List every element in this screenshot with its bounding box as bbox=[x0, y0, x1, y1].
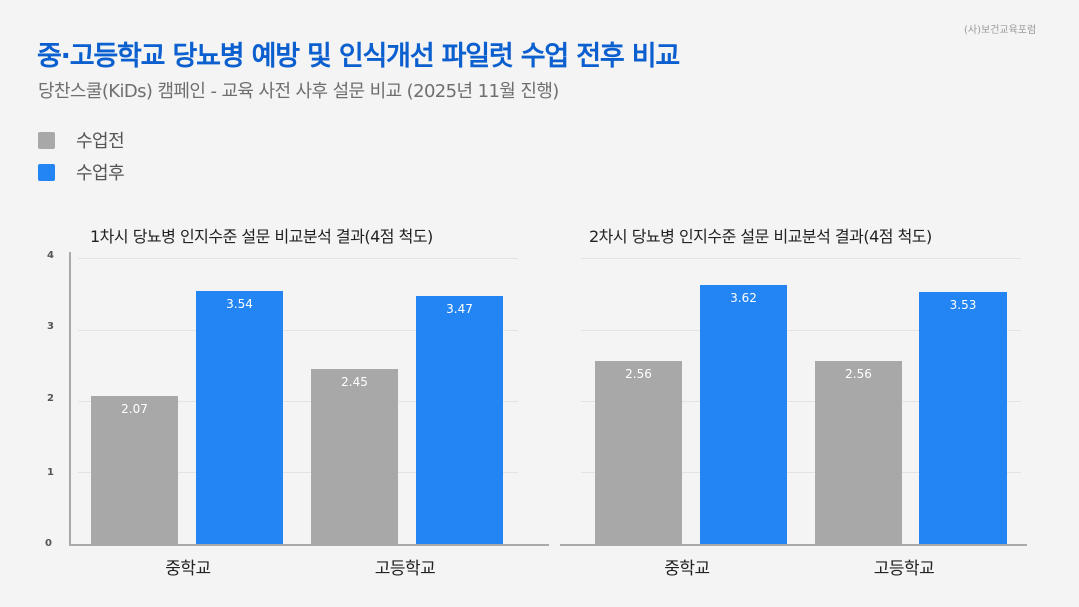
gridline-3 bbox=[78, 330, 518, 331]
gridline-1 bbox=[581, 472, 1021, 473]
bar-value-label: 2.56 bbox=[845, 367, 872, 381]
gridline-4 bbox=[581, 258, 1021, 259]
chart-1-title: 1차시 당뇨병 인지수준 설문 비교분석 결과(4점 척도) bbox=[90, 227, 433, 246]
bar-chart2-middle-after: 3.62 bbox=[700, 285, 787, 544]
legend: 수업전 수업후 bbox=[38, 124, 125, 188]
gridline-2 bbox=[78, 401, 518, 402]
bar-value-label: 3.47 bbox=[446, 302, 473, 316]
y-axis bbox=[69, 252, 71, 546]
gridline-3 bbox=[581, 330, 1021, 331]
x-category-high: 고등학교 bbox=[873, 559, 935, 579]
bar-value-label: 2.07 bbox=[121, 402, 148, 416]
y-tick-4: 4 bbox=[47, 250, 54, 261]
bar-chart1-middle-after: 3.54 bbox=[196, 291, 283, 544]
bar-value-label: 2.45 bbox=[341, 375, 368, 389]
y-tick-1: 1 bbox=[47, 467, 54, 478]
bar-chart2-middle-before: 2.56 bbox=[595, 361, 682, 544]
x-axis bbox=[69, 544, 549, 546]
legend-label-before: 수업전 bbox=[76, 131, 125, 152]
bar-value-label: 3.62 bbox=[730, 291, 757, 305]
x-category-middle: 중학교 bbox=[165, 559, 211, 579]
bar-chart2-high-after: 3.53 bbox=[919, 292, 1007, 544]
gridline-4 bbox=[78, 258, 518, 259]
page-subtitle: 당찬스쿨(KiDs) 캠페인 - 교육 사전 사후 설문 비교 (2025년 1… bbox=[38, 81, 559, 102]
chart-2-title: 2차시 당뇨병 인지수준 설문 비교분석 결과(4점 척도) bbox=[589, 227, 932, 246]
bar-chart1-middle-before: 2.07 bbox=[91, 396, 178, 544]
bar-chart1-high-after: 3.47 bbox=[416, 296, 503, 544]
bar-chart1-high-before: 2.45 bbox=[311, 369, 398, 544]
legend-label-after: 수업후 bbox=[76, 163, 125, 184]
y-tick-3: 3 bbox=[47, 321, 54, 332]
bar-chart2-high-before: 2.56 bbox=[815, 361, 902, 544]
legend-swatch-after bbox=[38, 163, 55, 181]
bar-value-label: 3.54 bbox=[226, 297, 253, 311]
page-title: 중·고등학교 당뇨병 예방 및 인식개선 파일럿 수업 전후 비교 bbox=[37, 41, 680, 72]
x-category-high: 고등학교 bbox=[374, 559, 436, 579]
legend-swatch-before bbox=[38, 131, 55, 149]
gridline-1 bbox=[78, 472, 518, 473]
legend-item-after: 수업후 bbox=[38, 156, 125, 188]
organization-label: (사)보건교육포럼 bbox=[964, 25, 1037, 36]
y-tick-0: 0 bbox=[45, 538, 52, 549]
legend-item-before: 수업전 bbox=[38, 124, 125, 156]
x-category-middle: 중학교 bbox=[664, 559, 710, 579]
bar-value-label: 2.56 bbox=[625, 367, 652, 381]
y-tick-2: 2 bbox=[47, 393, 54, 404]
x-axis bbox=[560, 544, 1027, 546]
gridline-2 bbox=[581, 401, 1021, 402]
bar-value-label: 3.53 bbox=[949, 298, 977, 312]
